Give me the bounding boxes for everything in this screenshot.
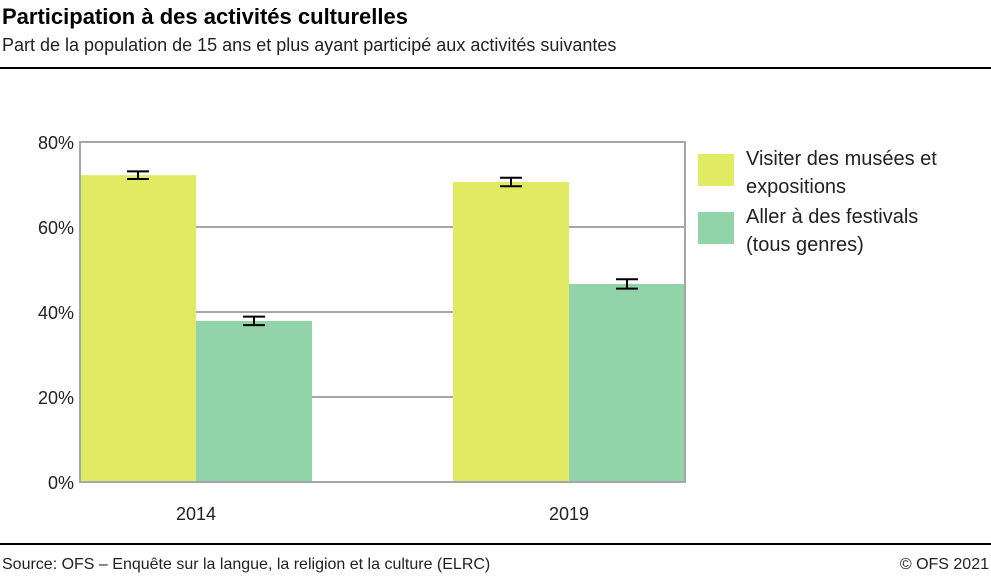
- x-tick-label: 2019: [549, 504, 589, 524]
- bar: [80, 175, 196, 482]
- legend-swatch: [698, 212, 734, 244]
- plot-frame: [79, 141, 686, 483]
- legend-label: Visiter des musées et: [746, 148, 937, 170]
- bar: [569, 283, 685, 482]
- legend-label: expositions: [746, 176, 846, 198]
- chart-subtitle: Part de la population de 15 ans et plus …: [2, 35, 617, 55]
- y-tick-label: 20%: [38, 388, 74, 408]
- legend-item: Aller à des festivals (tous genres): [698, 206, 918, 256]
- source-note: Source: OFS – Enquête sur la langue, la …: [2, 556, 491, 573]
- chart-title: Participation à des activités culturelle…: [2, 4, 408, 29]
- legend-label: (tous genres): [746, 234, 864, 256]
- y-tick-label: 40%: [38, 303, 74, 323]
- legend-label: Aller à des festivals: [746, 206, 918, 228]
- copyright: © OFS 2021: [899, 556, 989, 573]
- bottom-divider: [0, 543, 991, 545]
- bar: [196, 320, 312, 482]
- y-tick-label: 80%: [38, 133, 74, 153]
- bar: [453, 181, 569, 482]
- top-divider: [0, 67, 991, 69]
- y-tick-label: 60%: [38, 218, 74, 238]
- legend-item: Visiter des musées et expositions: [698, 148, 937, 198]
- legend-swatch: [698, 154, 734, 186]
- x-tick-label: 2014: [176, 504, 216, 524]
- y-tick-label: 0%: [48, 473, 74, 493]
